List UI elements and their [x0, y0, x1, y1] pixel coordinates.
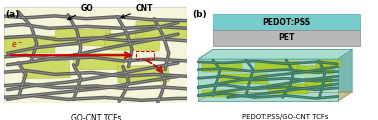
- Bar: [54, 29, 111, 46]
- Text: (b): (b): [193, 10, 208, 19]
- Bar: [268, 84, 308, 94]
- Bar: [104, 34, 160, 51]
- Polygon shape: [198, 59, 338, 101]
- Bar: [297, 66, 334, 74]
- Bar: [255, 61, 299, 70]
- Bar: [135, 21, 187, 38]
- Bar: [213, 14, 359, 30]
- Text: (a): (a): [6, 10, 20, 19]
- Text: GO: GO: [68, 4, 93, 20]
- Polygon shape: [198, 92, 352, 101]
- Polygon shape: [338, 49, 352, 101]
- Bar: [220, 74, 268, 84]
- Text: GO-CNT TCFs: GO-CNT TCFs: [71, 114, 122, 120]
- Bar: [136, 51, 154, 59]
- Polygon shape: [198, 49, 352, 59]
- Text: $e^-$: $e^-$: [11, 41, 23, 51]
- Bar: [202, 90, 235, 97]
- Text: PET: PET: [278, 33, 294, 42]
- Bar: [4, 36, 55, 53]
- Bar: [73, 53, 125, 70]
- Bar: [316, 60, 341, 67]
- Text: CNT: CNT: [121, 4, 153, 18]
- Bar: [202, 63, 242, 72]
- Text: PEDOT:PSS/GO-CNT TCFs: PEDOT:PSS/GO-CNT TCFs: [242, 114, 328, 120]
- Text: PEDOT:PSS: PEDOT:PSS: [262, 18, 310, 27]
- Bar: [22, 60, 70, 79]
- Bar: [117, 65, 169, 83]
- Bar: [305, 78, 332, 86]
- Bar: [213, 30, 359, 46]
